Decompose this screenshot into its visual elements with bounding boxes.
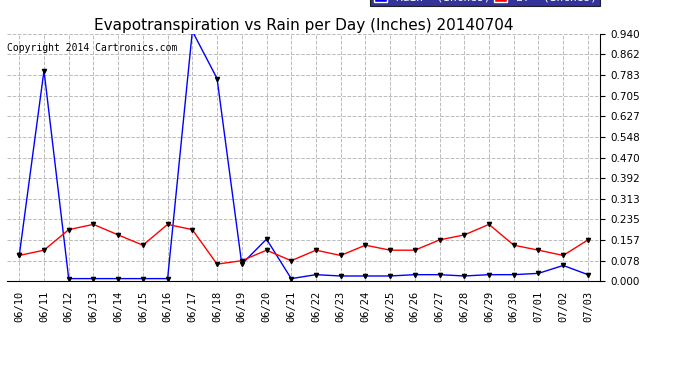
Text: Copyright 2014 Cartronics.com: Copyright 2014 Cartronics.com — [7, 43, 177, 52]
Legend: Rain  (Inches), ET  (Inches): Rain (Inches), ET (Inches) — [371, 0, 600, 6]
Title: Evapotranspiration vs Rain per Day (Inches) 20140704: Evapotranspiration vs Rain per Day (Inch… — [94, 18, 513, 33]
